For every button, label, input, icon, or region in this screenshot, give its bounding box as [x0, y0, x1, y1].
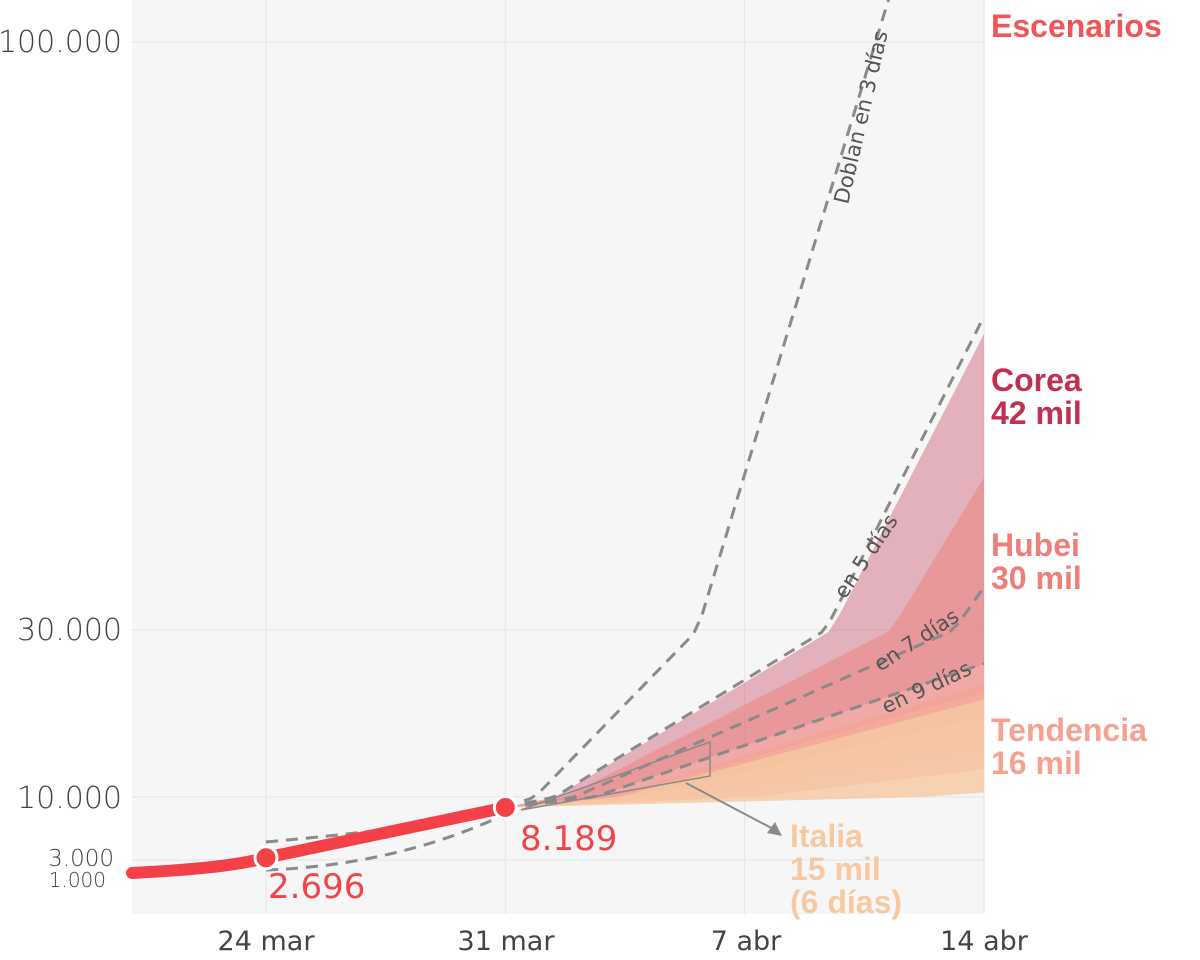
- scenario-italia-value: 15 mil: [790, 851, 881, 887]
- data-label-2696: 2.696: [268, 867, 365, 907]
- x-tick-7-abr: 7 abr: [711, 926, 782, 957]
- ref-curve-lower: [265, 810, 511, 872]
- doubling-curve-5: [504, 315, 986, 809]
- x-tick-31-mar: 31 mar: [458, 926, 556, 957]
- y-tick-3000: 3.000: [48, 846, 114, 872]
- scenario-italia-note: (6 días): [790, 884, 902, 920]
- y-tick-100000: 100.000: [0, 25, 122, 60]
- scenario-bands: [505, 334, 984, 808]
- scenario-corea-value: 42 mil: [991, 395, 1082, 431]
- observed-point-0: [253, 845, 279, 871]
- band-italia: [505, 699, 984, 808]
- observed-point-1: [492, 794, 518, 820]
- scenario-corea-name: Corea: [991, 362, 1082, 398]
- italia-slope-triangle: [520, 740, 711, 811]
- y-tick-1000: 1.000: [49, 868, 106, 892]
- data-label-8189: 8.189: [520, 819, 617, 859]
- observed-series: [126, 794, 518, 879]
- y-tick-30000: 30.000: [17, 613, 122, 648]
- scenario-tendencia-value: 16 mil: [991, 745, 1082, 781]
- scenario-hubei-name: Hubei: [991, 527, 1080, 563]
- italia-arrow-head: [767, 822, 782, 836]
- scenarios-title: Escenarios: [991, 8, 1162, 44]
- x-tick-24-mar: 24 mar: [218, 926, 316, 957]
- italia-arrow-line: [685, 782, 780, 833]
- scenario-hubei-value: 30 mil: [991, 560, 1082, 596]
- y-tick-10000: 10.000: [17, 781, 122, 816]
- scenario-tendencia-name: Tendencia: [991, 712, 1147, 748]
- scenario-italia-name: Italia: [790, 818, 863, 854]
- doubling-curve-7: [505, 586, 986, 809]
- doubling-curve-3: [504, 0, 890, 809]
- x-tick-14-abr: 14 abr: [940, 926, 1029, 957]
